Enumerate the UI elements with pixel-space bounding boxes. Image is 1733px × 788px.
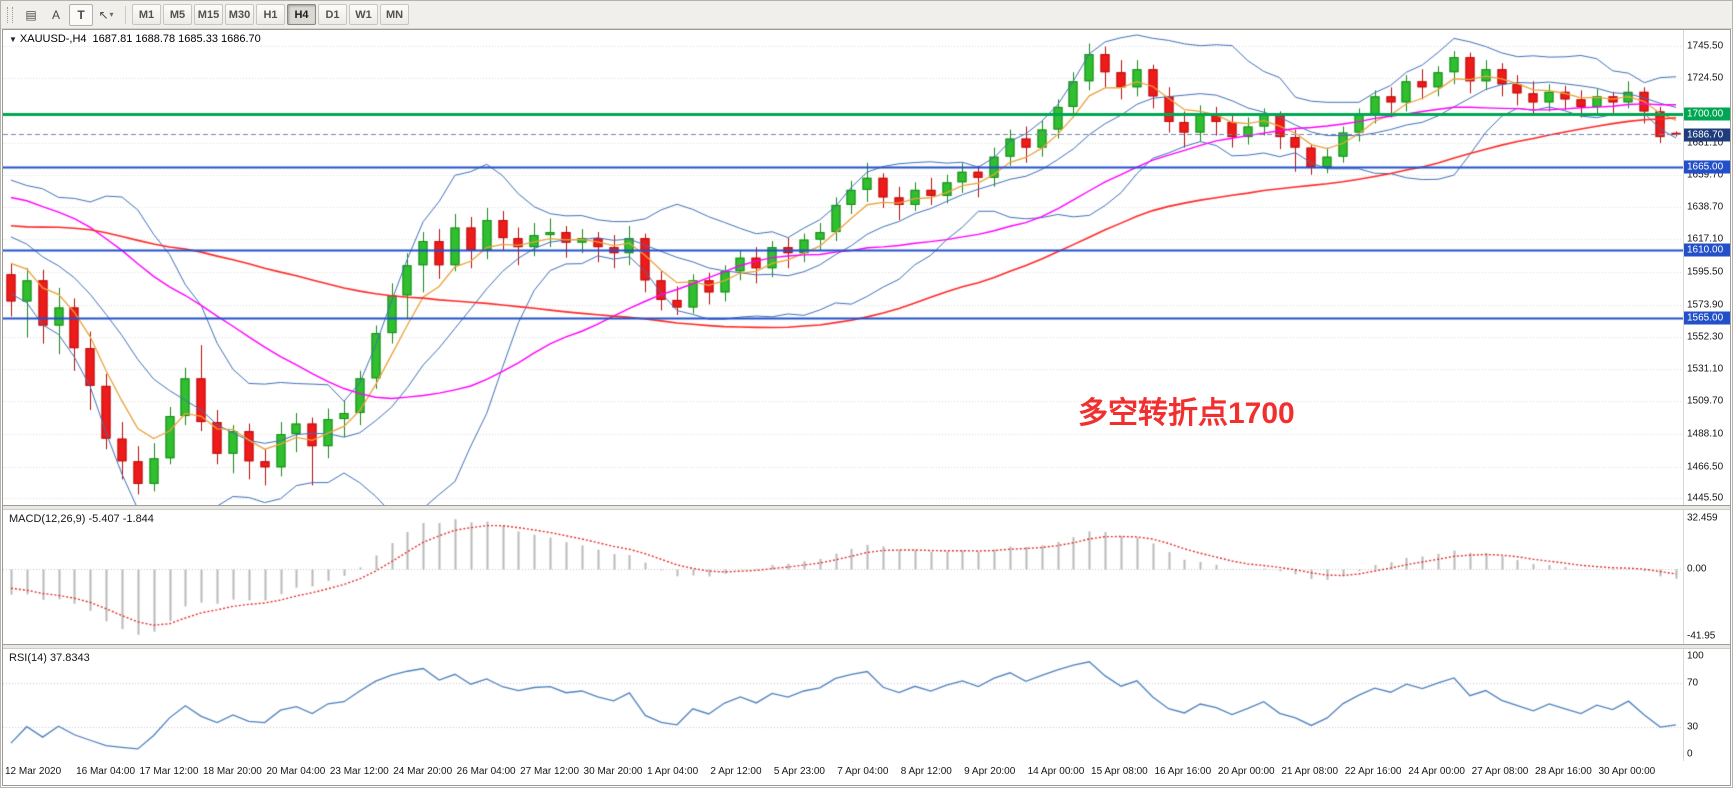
cursor-tool-button[interactable]: ↖ ▾ xyxy=(94,4,118,26)
price-tick-label: 1445.50 xyxy=(1687,492,1724,504)
time-axis-label: 24 Apr 00:00 xyxy=(1408,766,1465,777)
price-tick-label: 1595.50 xyxy=(1687,266,1724,278)
price-tick-label: 1745.50 xyxy=(1687,40,1724,52)
panel-splitter[interactable] xyxy=(3,505,1730,510)
time-axis-label: 16 Mar 04:00 xyxy=(76,766,136,777)
time-axis-label: 30 Apr 00:00 xyxy=(1598,766,1656,777)
chart-text-annotation: 多空转折点1700 xyxy=(1078,397,1295,430)
macd-label: MACD(12,26,9) -5.407 -1.844 xyxy=(9,513,154,525)
price-axis[interactable]: 1745.50 1724.50 1681.10 1659.70 1638.70 1617.… xyxy=(1683,30,1730,505)
price-tick-label: 1659.70 xyxy=(1687,169,1724,181)
time-axis-label: 7 Apr 04:00 xyxy=(837,766,889,777)
time-axis-label: 24 Mar 20:00 xyxy=(393,766,453,777)
text-label-t-button[interactable]: T xyxy=(69,3,93,26)
macd-panel: MACD(12,26,9) -5.407 -1.844 32.459 0.00 -4… xyxy=(3,510,1730,644)
time-axis-label: 15 Apr 08:00 xyxy=(1091,766,1148,777)
price-tick-label: 1509.70 xyxy=(1687,395,1724,407)
toolbar-separator xyxy=(125,5,126,24)
price-tick-label: 1573.90 xyxy=(1687,299,1724,311)
macd-chart-canvas[interactable] xyxy=(3,510,1684,644)
rsi-chart-canvas[interactable] xyxy=(3,649,1684,761)
rsi-tick-label: 0 xyxy=(1687,748,1693,760)
time-axis-label: 2 Apr 12:00 xyxy=(710,766,762,777)
time-axis[interactable]: 12 Mar 2020 16 Mar 04:00 17 Mar 12:00 18 Ma… xyxy=(3,761,1730,785)
timeframe-h4-button[interactable]: H4 xyxy=(287,4,316,25)
hline-price-badge: 1700.00 xyxy=(1684,107,1730,121)
time-axis-label: 18 Mar 20:00 xyxy=(202,766,262,777)
time-axis-label: 23 Mar 12:00 xyxy=(329,766,389,777)
hline-price-badge: 1665.00 xyxy=(1684,160,1730,174)
time-axis-label: 27 Apr 08:00 xyxy=(1471,766,1529,777)
rsi-indicator-value: 37.8343 xyxy=(49,652,90,664)
macd-tick-label: 32.459 xyxy=(1687,512,1718,524)
time-axis-label: 28 Apr 16:00 xyxy=(1535,766,1592,777)
rsi-tick-label: 70 xyxy=(1687,677,1699,689)
timeframe-m15-button[interactable]: M15 xyxy=(194,4,223,25)
timeframe-buttons: M1 M5 M15 M30 H1 H4 D1 W1 MN xyxy=(132,4,411,25)
toolbar-drag-handle[interactable] xyxy=(7,6,13,23)
toolbar: ▤ A T ↖ ▾ M1 M5 M15 M30 H1 H4 D1 W1 MN xyxy=(1,1,1732,29)
chevron-down-icon: ▾ xyxy=(109,10,114,19)
time-axis-label: 12 Mar 2020 xyxy=(5,766,62,777)
current-price-badge: 1686.70 xyxy=(1684,128,1730,141)
timeframe-m5-button[interactable]: M5 xyxy=(163,4,192,25)
price-tick-label: 1552.30 xyxy=(1687,331,1724,343)
hline-price-badge: 1610.00 xyxy=(1684,243,1730,257)
macd-tick-label: 0.00 xyxy=(1687,563,1707,575)
text-label-a-button[interactable]: A xyxy=(51,7,60,22)
time-axis-label: 14 Apr 00:00 xyxy=(1027,766,1085,777)
price-tick-label: 1681.10 xyxy=(1687,137,1724,149)
timeframe-d1-button[interactable]: D1 xyxy=(318,4,347,25)
rsi-tick-label: 30 xyxy=(1687,721,1699,733)
time-axis-label: 20 Apr 00:00 xyxy=(1217,766,1275,777)
symbol-dropdown-icon[interactable]: ▼ xyxy=(9,35,17,44)
time-axis-label: 26 Mar 04:00 xyxy=(456,766,516,777)
price-tick-label: 1617.10 xyxy=(1687,233,1724,245)
chart-ohlc-values: 1687.81 1688.78 1685.33 1686.70 xyxy=(92,33,261,45)
time-axis-label: 8 Apr 12:00 xyxy=(900,766,952,777)
time-axis-label: 20 Mar 04:00 xyxy=(266,766,326,777)
timeframe-m30-button[interactable]: M30 xyxy=(225,4,254,25)
rsi-axis[interactable]: 100 70 30 0 xyxy=(1683,649,1730,761)
hline-price-badge: 1565.00 xyxy=(1684,311,1730,325)
price-tick-label: 1466.50 xyxy=(1687,461,1724,473)
chart-symbol-timeframe: XAUUSD-,H4 xyxy=(19,33,87,45)
timeframe-mn-button[interactable]: MN xyxy=(380,4,409,25)
rsi-tick-label: 100 xyxy=(1687,650,1704,662)
macd-tick-label: -41.95 xyxy=(1687,630,1716,642)
price-tick-label: 1488.10 xyxy=(1687,428,1724,440)
timeframe-w1-button[interactable]: W1 xyxy=(349,4,378,25)
time-axis-label: 16 Apr 16:00 xyxy=(1154,766,1212,777)
macd-indicator-name: MACD(12,26,9) xyxy=(9,513,86,525)
price-tick-label: 1531.10 xyxy=(1687,363,1724,375)
panel-splitter[interactable] xyxy=(3,644,1730,649)
chart-grid-icon[interactable]: ▤ xyxy=(25,7,37,22)
time-axis-label: 5 Apr 23:00 xyxy=(773,766,825,777)
rsi-indicator-name: RSI(14) xyxy=(9,652,47,664)
macd-indicator-values: -5.407 -1.844 xyxy=(88,513,154,525)
chart-frame: ▼ XAUUSD-,H4 1687.81 1688.78 1685.33 1686.… xyxy=(2,29,1731,786)
cursor-icon: ↖ xyxy=(98,7,109,22)
time-axis-label: 21 Apr 08:00 xyxy=(1281,766,1339,777)
time-axis-label: 1 Apr 04:00 xyxy=(646,766,699,777)
rsi-panel: RSI(14) 37.8343 100 70 30 0 xyxy=(3,649,1730,761)
time-axis-label: 9 Apr 20:00 xyxy=(964,766,1016,777)
price-tick-label: 1724.50 xyxy=(1687,72,1724,83)
time-axis-label: 22 Apr 16:00 xyxy=(1344,766,1402,777)
price-chart-canvas[interactable] xyxy=(3,30,1684,505)
timeframe-m1-button[interactable]: M1 xyxy=(132,4,161,25)
rsi-label: RSI(14) 37.8343 xyxy=(9,652,90,664)
price-tick-label: 1638.70 xyxy=(1687,201,1724,213)
time-axis-label: 30 Mar 20:00 xyxy=(583,766,643,777)
timeframe-h1-button[interactable]: H1 xyxy=(256,4,285,25)
macd-axis[interactable]: 32.459 0.00 -41.95 xyxy=(1683,510,1730,644)
chart-title: ▼ XAUUSD-,H4 1687.81 1688.78 1685.33 1686.… xyxy=(9,33,261,45)
time-axis-label: 27 Mar 12:00 xyxy=(520,766,580,777)
main-chart-panel: ▼ XAUUSD-,H4 1687.81 1688.78 1685.33 1686.… xyxy=(3,30,1730,505)
time-axis-label: 17 Mar 12:00 xyxy=(139,766,199,777)
